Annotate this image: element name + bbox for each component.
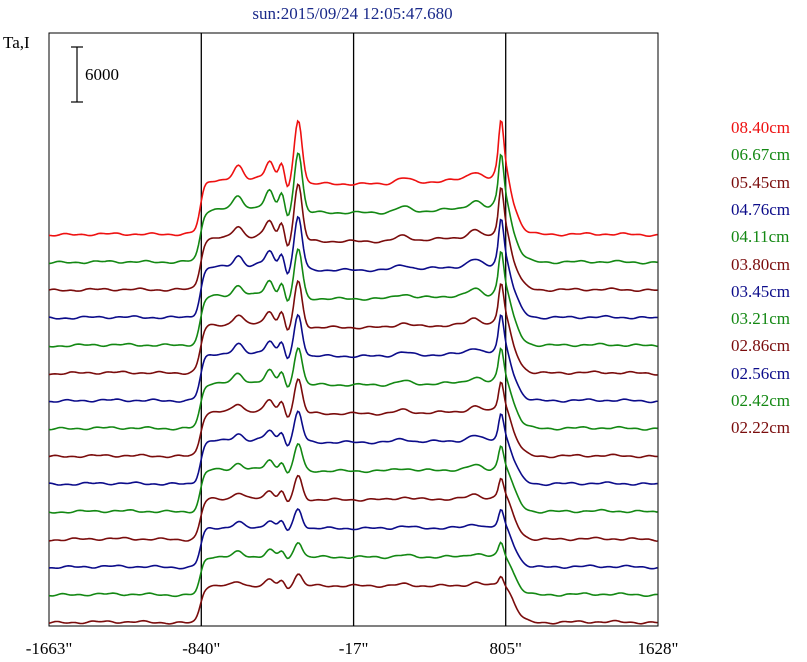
legend-entry: 08.40cm: [731, 118, 791, 137]
x-tick-label: -17": [339, 639, 369, 658]
series-line: [49, 313, 658, 404]
series-line: [48, 443, 658, 514]
series-line: [48, 507, 658, 570]
series-line: [48, 248, 658, 348]
scale-bar-label: 6000: [85, 65, 119, 84]
legend-entry: 02.86cm: [731, 336, 791, 356]
x-tick-label: 805": [489, 639, 521, 658]
series-line: [48, 347, 658, 431]
series-line: [48, 474, 658, 542]
y-axis-label: Ta,I: [3, 33, 30, 52]
legend-entry: 06.67cm: [731, 145, 791, 165]
legend-entry: 04.76cm: [731, 199, 791, 219]
series-line: [48, 541, 658, 598]
series-line: [49, 410, 658, 487]
chart-title: sun:2015/09/24 12:05:47.680: [252, 4, 453, 23]
series-line: [48, 279, 658, 376]
series-line: [48, 152, 658, 265]
series-line: [48, 573, 658, 625]
series-line: [48, 378, 658, 459]
legend-entry: 03.21cm: [731, 309, 791, 329]
series-line: [48, 183, 658, 292]
x-tick-label: -1663": [26, 639, 73, 658]
legend-entry: 03.45cm: [731, 281, 791, 301]
legend-entry: 02.42cm: [731, 391, 791, 410]
legend-entry: 05.45cm: [731, 172, 791, 192]
series-line: [48, 215, 658, 320]
legend-entry: 02.22cm: [731, 418, 791, 438]
legend-entry: 03.80cm: [731, 254, 791, 274]
x-tick-label: -840": [182, 639, 220, 658]
legend-entry: 04.11cm: [731, 227, 790, 247]
series-line: [48, 119, 658, 237]
x-tick-label: 1628": [638, 639, 679, 658]
legend-entry: 02.56cm: [731, 363, 791, 383]
